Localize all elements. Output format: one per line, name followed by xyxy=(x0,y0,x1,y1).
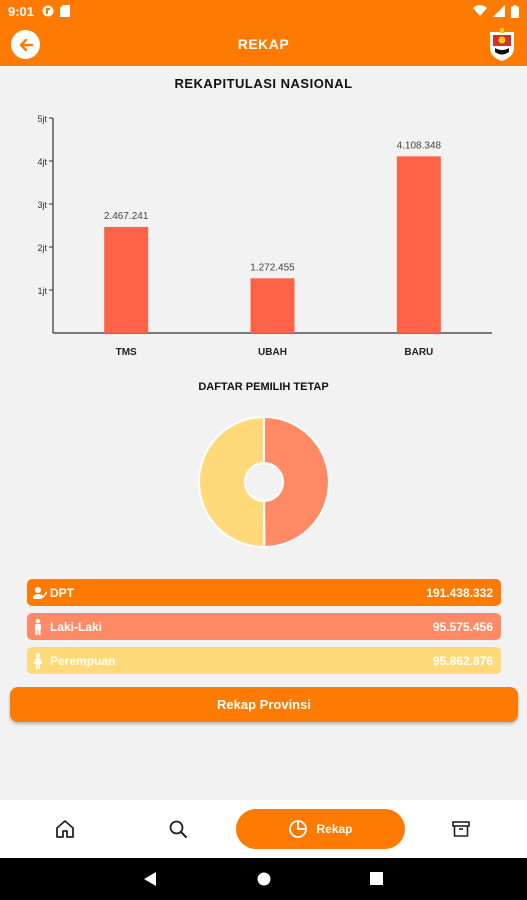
bar-ubah[interactable] xyxy=(250,278,295,333)
bottom-navigation: Rekap xyxy=(0,800,527,858)
battery-icon xyxy=(511,4,519,18)
y-tick-label: 2jt xyxy=(37,243,47,253)
rekap-provinsi-button[interactable]: Rekap Provinsi xyxy=(10,687,518,722)
stat-female-value: 95.862.876 xyxy=(432,653,493,668)
bar-value-label: 1.272.455 xyxy=(250,262,295,273)
nav-rekap-label: Rekap xyxy=(316,822,353,836)
x-tick-label: BARU xyxy=(404,347,433,358)
voter-icon xyxy=(33,586,47,599)
x-tick-label: UBAH xyxy=(258,347,287,358)
voter-donut-chart xyxy=(198,416,330,548)
y-tick-label: 5jt xyxy=(37,114,47,124)
bar-value-label: 2.467.241 xyxy=(104,211,149,222)
nav-search[interactable] xyxy=(158,809,198,849)
system-home-icon[interactable] xyxy=(257,872,271,886)
nav-archive[interactable] xyxy=(441,809,481,849)
status-bar: 9:01 xyxy=(0,0,527,22)
bar-tms[interactable] xyxy=(104,226,149,333)
status-time: 9:01 xyxy=(8,3,35,19)
chart-title: REKAPITULASI NASIONAL xyxy=(174,76,353,91)
search-icon xyxy=(169,820,187,838)
pie-chart-icon xyxy=(289,820,308,838)
stat-female-label: Perempuan xyxy=(50,653,116,668)
archive-icon xyxy=(452,821,470,837)
stat-male-label: Laki-Laki xyxy=(50,619,103,634)
signal-icon xyxy=(493,5,505,17)
nav-home[interactable] xyxy=(45,809,85,849)
donut-title: DAFTAR PEMILIH TETAP xyxy=(198,381,329,393)
stat-dpt-label: DPT xyxy=(50,585,74,600)
y-tick-label: 3jt xyxy=(37,200,47,210)
system-back-icon[interactable] xyxy=(144,872,158,886)
system-recents-icon[interactable] xyxy=(370,872,383,885)
stat-male: Laki-Laki 95.575.456 xyxy=(27,613,501,640)
wifi-icon xyxy=(473,5,487,17)
kpu-logo-icon xyxy=(490,28,514,61)
sd-card-icon xyxy=(60,5,71,17)
y-tick-label: 1jt xyxy=(37,286,47,296)
donut-slice-perempuan[interactable] xyxy=(198,416,266,548)
app-notification-icon xyxy=(42,5,54,17)
x-tick-label: TMS xyxy=(116,347,137,358)
app-header: REKAP xyxy=(0,22,527,66)
bar-value-label: 4.108.348 xyxy=(397,140,442,151)
male-icon xyxy=(35,618,41,635)
system-navigation-bar xyxy=(0,858,527,900)
stat-male-value: 95.575.456 xyxy=(432,619,493,634)
arrow-left-icon xyxy=(19,38,33,51)
national-recap-bar-chart: 1jt 2jt 3jt 4jt 5jt 2.467.241 TMS 1.272.455 UBAH… xyxy=(37,114,492,358)
nav-rekap[interactable]: Rekap xyxy=(236,809,405,849)
stat-female: Perempuan 95.862.876 xyxy=(27,647,501,674)
back-button[interactable] xyxy=(11,30,40,59)
page-title: REKAP xyxy=(237,36,290,52)
bar-baru[interactable] xyxy=(396,156,441,333)
stat-dpt-value: 191.438.332 xyxy=(426,585,493,600)
stat-dpt: DPT 191.438.332 xyxy=(27,579,501,606)
donut-slice-laki-laki[interactable] xyxy=(263,416,330,548)
home-icon xyxy=(56,820,74,838)
female-icon xyxy=(33,652,43,669)
y-tick-label: 4jt xyxy=(37,157,47,167)
